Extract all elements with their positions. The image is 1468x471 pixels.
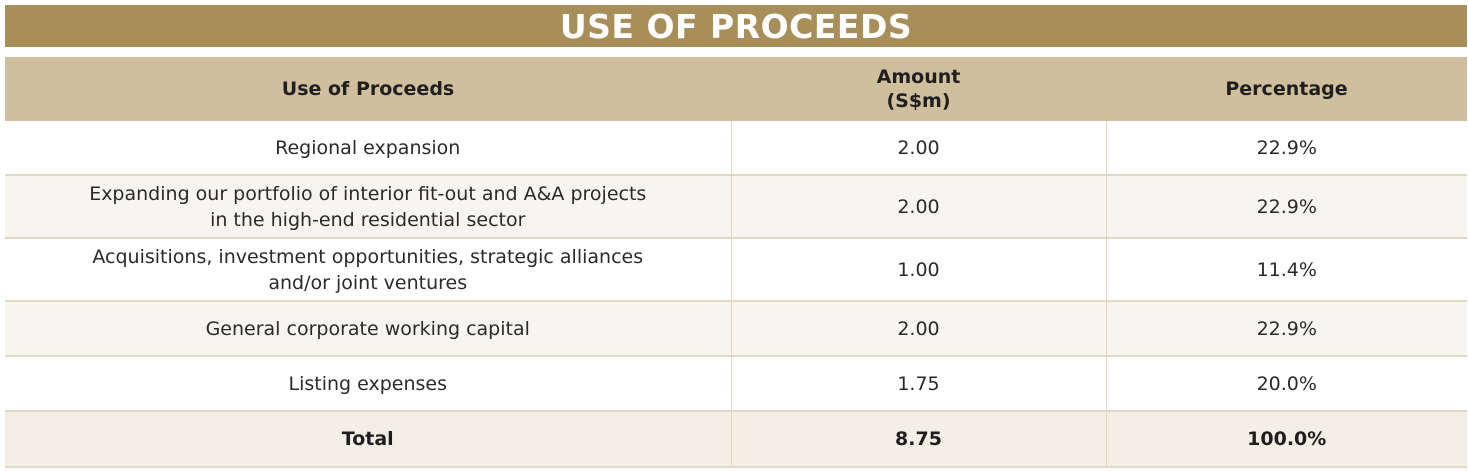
use-of-proceeds-table: Use of Proceeds Amount (S$m) Percentage … xyxy=(5,57,1467,468)
percentage-cell: 22.9% xyxy=(1105,301,1467,357)
title-bar: USE OF PROCEEDS xyxy=(5,5,1467,47)
table-row: Acquisitions, investment opportunities, … xyxy=(5,238,1467,302)
percentage-cell: 11.4% xyxy=(1105,238,1467,302)
header-amount-label: Amount xyxy=(876,66,961,88)
table-row: Listing expenses 1.75 20.0% xyxy=(5,356,1467,412)
use-cell: Regional expansion xyxy=(5,121,731,176)
use-cell: Expanding our portfolio of interior fit-… xyxy=(5,175,731,239)
header-amount: Amount (S$m) xyxy=(731,57,1106,121)
table-header-row: Use of Proceeds Amount (S$m) Percentage xyxy=(5,57,1467,121)
table-row: Expanding our portfolio of interior fit-… xyxy=(5,175,1467,239)
amount-cell: 2.00 xyxy=(730,175,1106,239)
use-cell: Acquisitions, investment opportunities, … xyxy=(5,238,731,302)
total-amount: 8.75 xyxy=(730,410,1106,468)
use-text: Listing expenses xyxy=(288,372,447,395)
amount-cell: 2.00 xyxy=(730,121,1106,176)
use-text-continued: in the high-end residential sector xyxy=(210,208,526,231)
percentage-cell: 20.0% xyxy=(1105,356,1467,412)
use-text-continued: and/or joint ventures xyxy=(268,271,468,294)
amount-cell: 1.00 xyxy=(730,238,1106,302)
use-cell: General corporate working capital xyxy=(5,301,731,357)
amount-cell: 2.00 xyxy=(730,301,1106,357)
use-cell: Listing expenses xyxy=(5,356,731,412)
percentage-cell: 22.9% xyxy=(1105,175,1467,239)
use-text: General corporate working capital xyxy=(205,317,530,340)
header-percentage: Percentage xyxy=(1106,57,1467,121)
total-row: Total 8.75 100.0% xyxy=(5,410,1467,468)
use-text: Regional expansion xyxy=(275,136,461,159)
total-label: Total xyxy=(5,410,731,468)
amount-cell: 1.75 xyxy=(730,356,1106,412)
table-row: General corporate working capital 2.00 2… xyxy=(5,301,1467,357)
table-row: Regional expansion 2.00 22.9% xyxy=(5,121,1467,176)
percentage-cell: 22.9% xyxy=(1105,121,1467,176)
header-amount-unit: (S$m) xyxy=(886,90,951,112)
header-use-of-proceeds: Use of Proceeds xyxy=(5,57,731,121)
use-text: Expanding our portfolio of interior fit-… xyxy=(89,182,647,205)
page-title: USE OF PROCEEDS xyxy=(559,6,913,46)
use-text: Acquisitions, investment opportunities, … xyxy=(92,245,644,268)
total-percentage: 100.0% xyxy=(1105,410,1467,468)
